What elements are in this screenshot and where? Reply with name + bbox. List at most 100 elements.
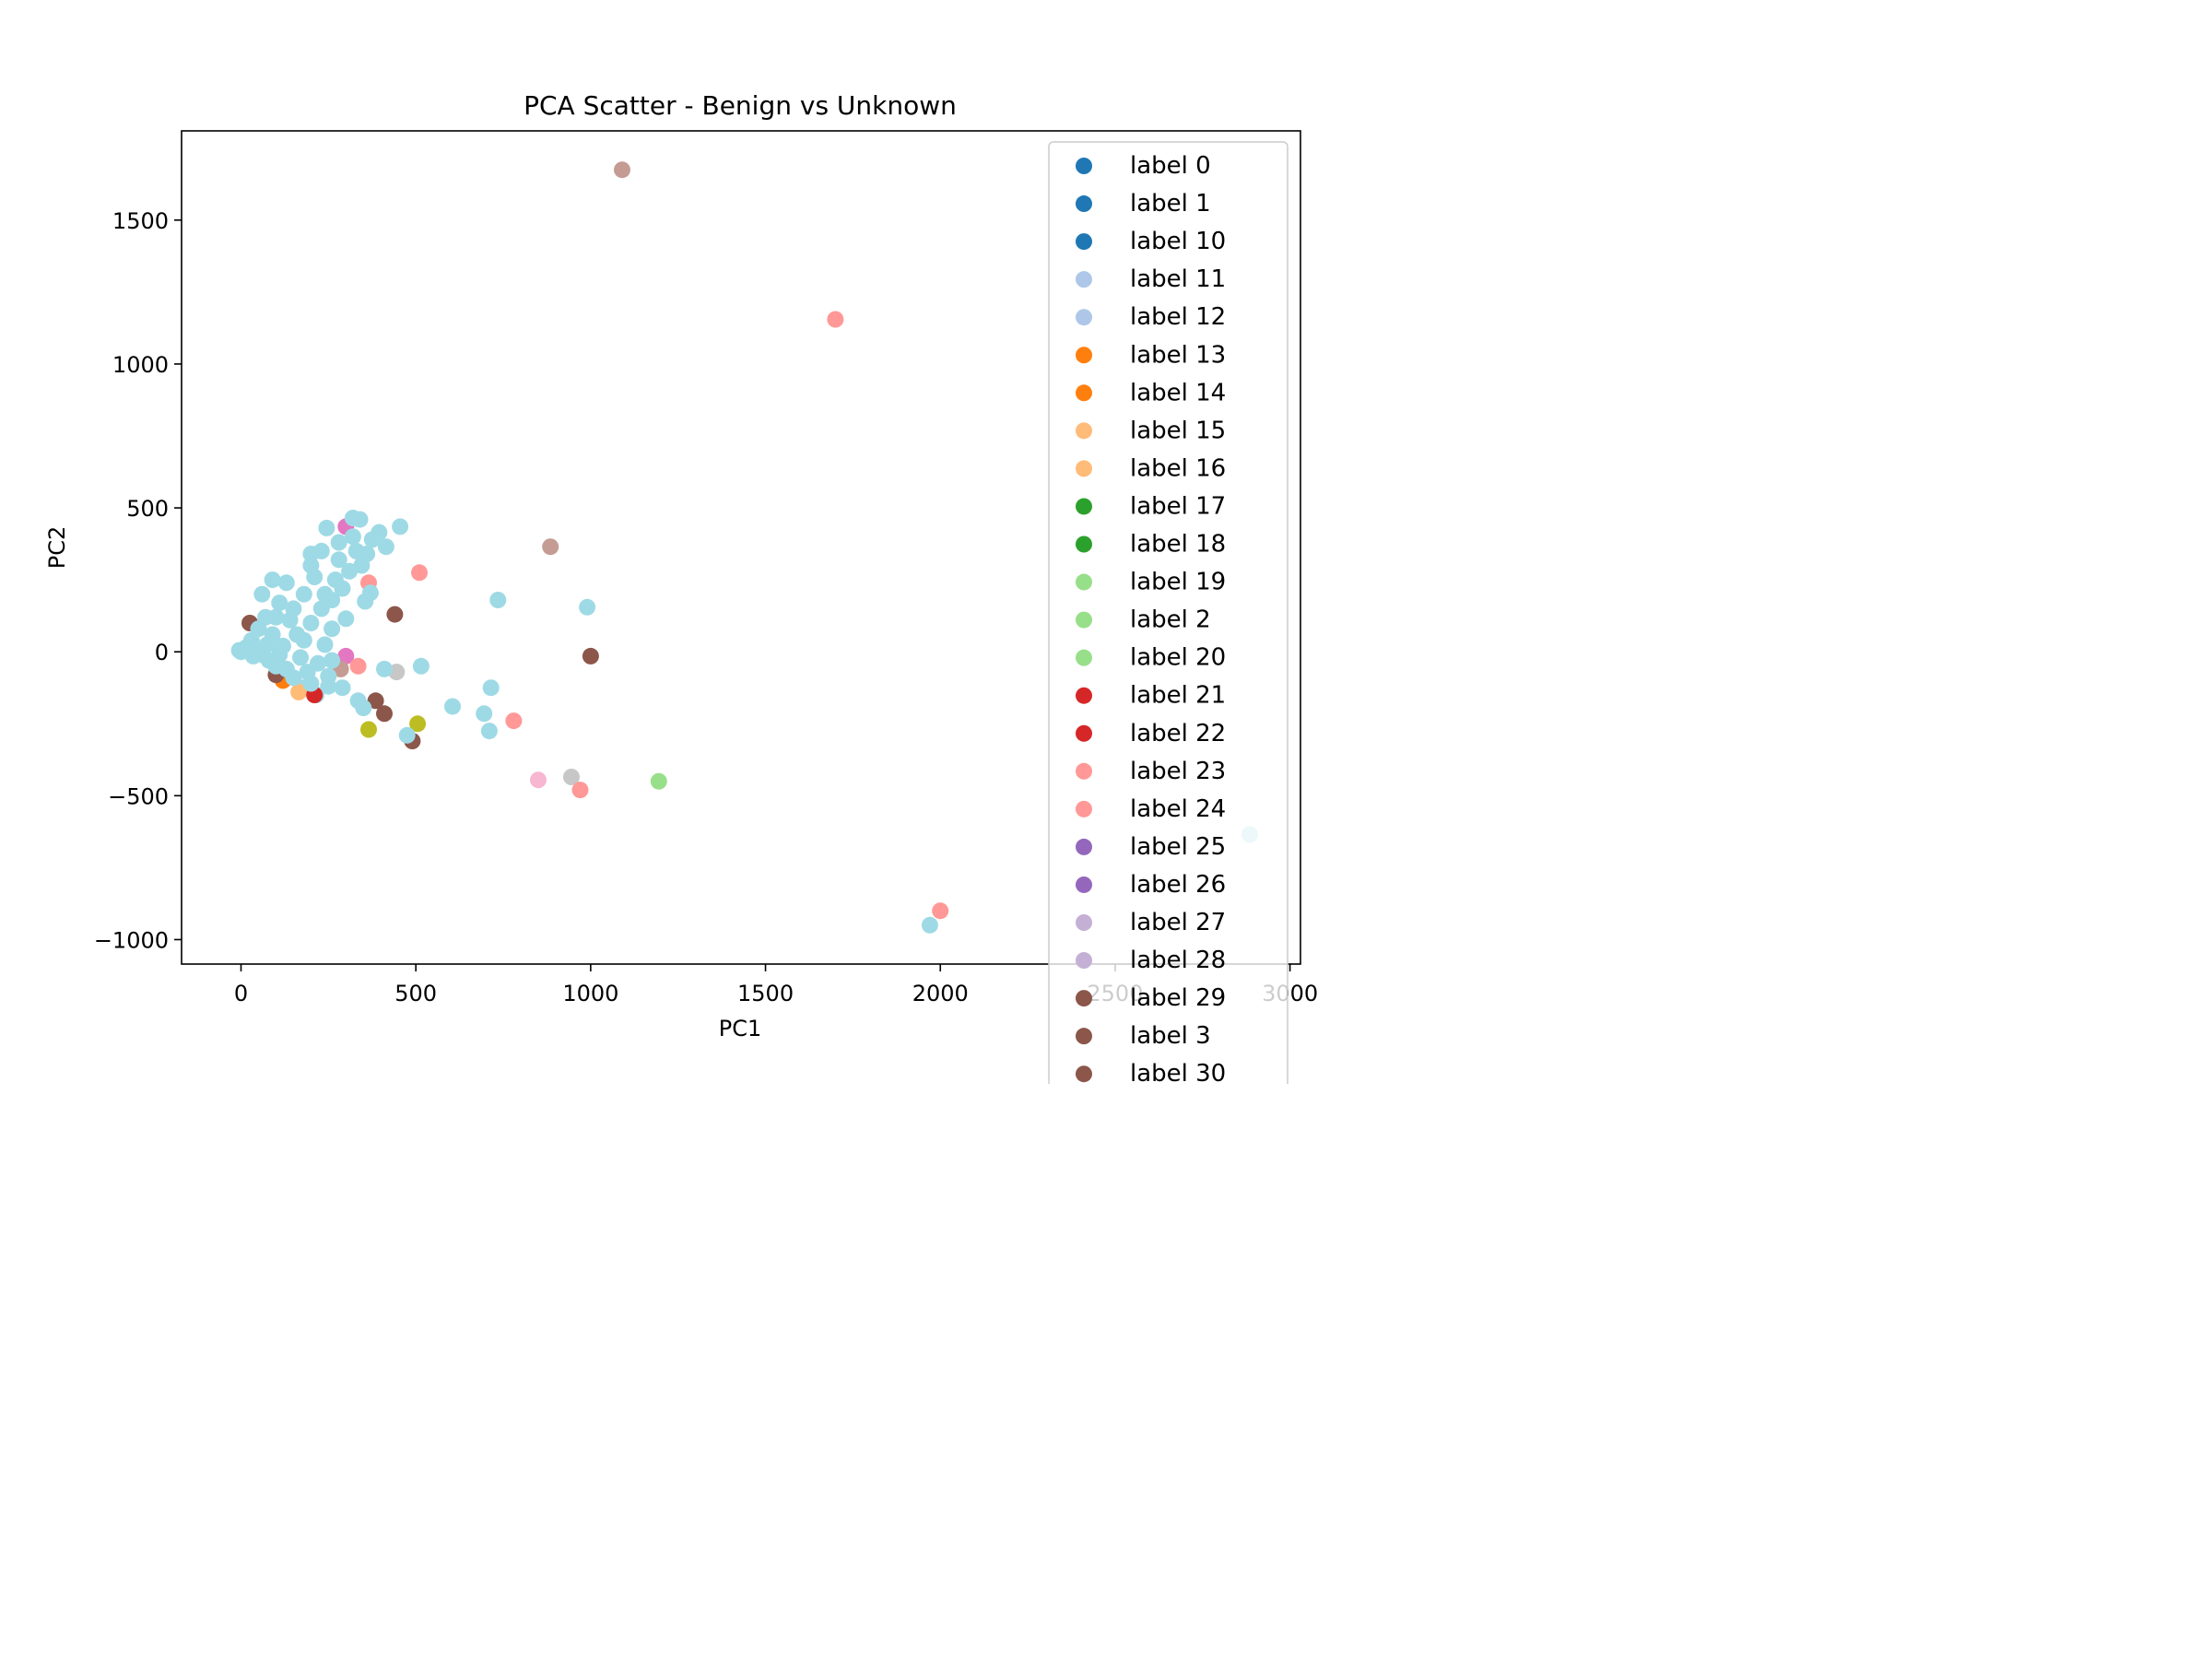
data-point [489, 592, 507, 608]
legend-label: label 30 [1130, 1060, 1226, 1084]
data-point [363, 531, 381, 548]
data-point [932, 902, 949, 920]
legend-marker [1076, 762, 1092, 780]
data-point [258, 636, 276, 653]
legend-label: label 16 [1130, 454, 1226, 482]
legend-label: label 28 [1130, 947, 1226, 974]
legend-marker [1076, 649, 1092, 666]
legend-marker [1076, 876, 1092, 893]
legend-label: label 2 [1130, 606, 1211, 634]
data-point [253, 585, 271, 603]
x-tick-label: 2000 [912, 981, 969, 1006]
data-point [542, 538, 559, 556]
legend-marker [1076, 914, 1092, 931]
legend-label: label 22 [1130, 720, 1226, 747]
data-point [244, 647, 262, 665]
data-point [360, 721, 377, 738]
pca-scatter-chart: PCA Scatter - Benign vs Unknown 0 500 1000… [44, 90, 1318, 1084]
legend-marker [1076, 422, 1092, 440]
legend-marker [1076, 309, 1092, 326]
data-point [302, 675, 320, 692]
data-point [571, 782, 589, 799]
legend-label: label 17 [1130, 492, 1226, 520]
data-point [392, 518, 409, 535]
legend-marker [1076, 838, 1092, 855]
data-point [320, 677, 337, 695]
legend-label: label 15 [1130, 417, 1226, 444]
data-point [295, 631, 312, 649]
legend-label: label 3 [1130, 1022, 1211, 1050]
data-point [316, 636, 334, 653]
data-point [386, 606, 404, 623]
data-point [476, 705, 493, 723]
legend-label: label 20 [1130, 644, 1226, 672]
data-point [367, 692, 384, 710]
data-point [351, 511, 369, 528]
data-point [230, 641, 248, 659]
legend-marker [1076, 233, 1092, 251]
legend-marker [1076, 460, 1092, 477]
data-point [330, 551, 347, 569]
data-point [302, 546, 320, 562]
data-point [505, 712, 523, 730]
y-tick-label: 1000 [112, 352, 169, 378]
data-point [921, 916, 938, 934]
legend-label: label 10 [1130, 228, 1226, 255]
data-point [377, 538, 394, 556]
legend-label: label 26 [1130, 871, 1226, 899]
x-axis-label: PC1 [719, 1016, 762, 1041]
data-point [614, 161, 630, 179]
legend-marker [1076, 952, 1092, 970]
data-point [344, 528, 361, 546]
legend-label: label 21 [1130, 682, 1226, 710]
data-point [409, 715, 427, 733]
scatter-points [230, 161, 1258, 934]
legend-label: label 18 [1130, 531, 1226, 559]
y-tick-label: 1500 [112, 208, 169, 234]
y-tick-label: −500 [108, 783, 169, 809]
data-point [281, 611, 299, 629]
legend-marker [1076, 611, 1092, 629]
data-point [444, 698, 461, 715]
legend-marker [1076, 271, 1092, 288]
data-point [337, 610, 355, 628]
data-point [324, 620, 341, 638]
data-point [324, 592, 341, 608]
legend-label: label 13 [1130, 341, 1226, 369]
legend-marker [1076, 1065, 1092, 1083]
legend-label: label 25 [1130, 833, 1226, 861]
data-point [530, 771, 547, 789]
legend-label: label 29 [1130, 984, 1226, 1012]
legend: label 0 label 1 label 10 label 11 label 12 la… [1048, 141, 1288, 1084]
chart-title: PCA Scatter - Benign vs Unknown [524, 90, 957, 121]
data-point [411, 564, 428, 582]
data-point [355, 700, 372, 717]
data-point [277, 574, 295, 592]
x-tick-label: 1500 [737, 981, 794, 1006]
data-point [267, 608, 285, 626]
legend-marker [1076, 195, 1092, 213]
data-point [318, 519, 335, 536]
data-point [482, 679, 500, 697]
y-tick-label: 0 [155, 640, 169, 665]
legend-marker [1076, 498, 1092, 515]
data-point [376, 705, 393, 723]
x-tick-label: 1000 [562, 981, 618, 1006]
legend-marker [1076, 384, 1092, 402]
plot-area-frame [181, 130, 1301, 965]
legend-label: label 14 [1130, 379, 1226, 406]
data-point [480, 723, 498, 740]
legend-label: label 27 [1130, 909, 1226, 936]
data-point [582, 647, 599, 665]
legend-label: label 24 [1130, 795, 1226, 823]
legend-marker [1076, 687, 1092, 704]
legend-box [1048, 141, 1288, 1084]
y-tick-label: 500 [126, 496, 169, 522]
data-point [264, 571, 281, 589]
data-point [376, 660, 393, 677]
legend-label: label 11 [1130, 265, 1226, 293]
data-point [295, 585, 312, 603]
legend-marker [1076, 1028, 1092, 1045]
legend-label: label 12 [1130, 303, 1226, 331]
legend-marker [1076, 347, 1092, 364]
